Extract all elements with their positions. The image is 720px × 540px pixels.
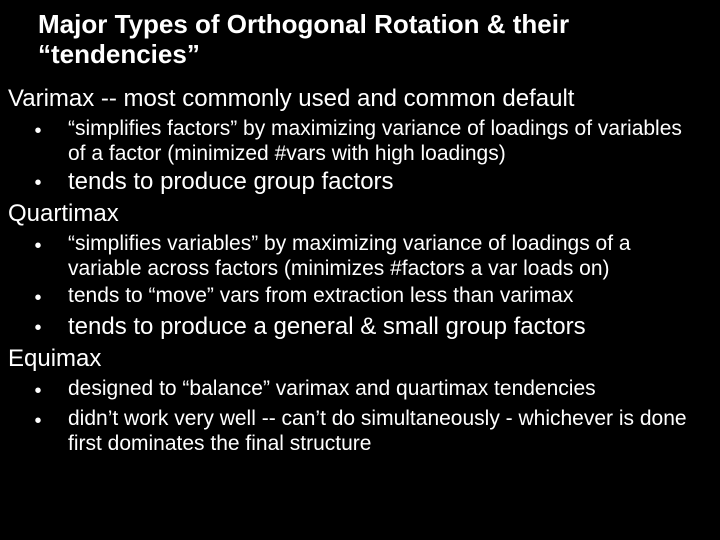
bullet-text: “simplifies factors” by maximizing varia… <box>68 116 702 166</box>
equimax-bullet-2: • didn’t work very well -- can’t do simu… <box>8 406 702 456</box>
equimax-heading: Equimax <box>8 344 702 374</box>
bullet-icon: • <box>8 283 68 311</box>
varimax-heading: Varimax -- most commonly used and common… <box>8 84 702 114</box>
bullet-text: tends to produce a general & small group… <box>68 313 702 342</box>
bullet-text: designed to “balance” varimax and quarti… <box>68 376 702 401</box>
bullet-text: didn’t work very well -- can’t do simult… <box>68 406 702 456</box>
varimax-bullet-1: • “simplifies factors” by maximizing var… <box>8 116 702 166</box>
quartimax-bullet-3: • tends to produce a general & small gro… <box>8 313 702 342</box>
quartimax-bullet-1: • “simplifies variables” by maximizing v… <box>8 231 702 281</box>
bullet-text: tends to “move” vars from extraction les… <box>68 283 702 308</box>
varimax-bullet-2: • tends to produce group factors <box>8 168 702 197</box>
slide-title: Major Types of Orthogonal Rotation & the… <box>8 10 702 70</box>
bullet-icon: • <box>8 116 68 144</box>
quartimax-heading: Quartimax <box>8 199 702 229</box>
bullet-text: “simplifies variables” by maximizing var… <box>68 231 702 281</box>
bullet-icon: • <box>8 231 68 259</box>
bullet-icon: • <box>8 168 68 196</box>
bullet-icon: • <box>8 406 68 434</box>
equimax-bullet-1: • designed to “balance” varimax and quar… <box>8 376 702 404</box>
bullet-icon: • <box>8 313 68 341</box>
bullet-text: tends to produce group factors <box>68 168 702 197</box>
bullet-icon: • <box>8 376 68 404</box>
quartimax-bullet-2: • tends to “move” vars from extraction l… <box>8 283 702 311</box>
